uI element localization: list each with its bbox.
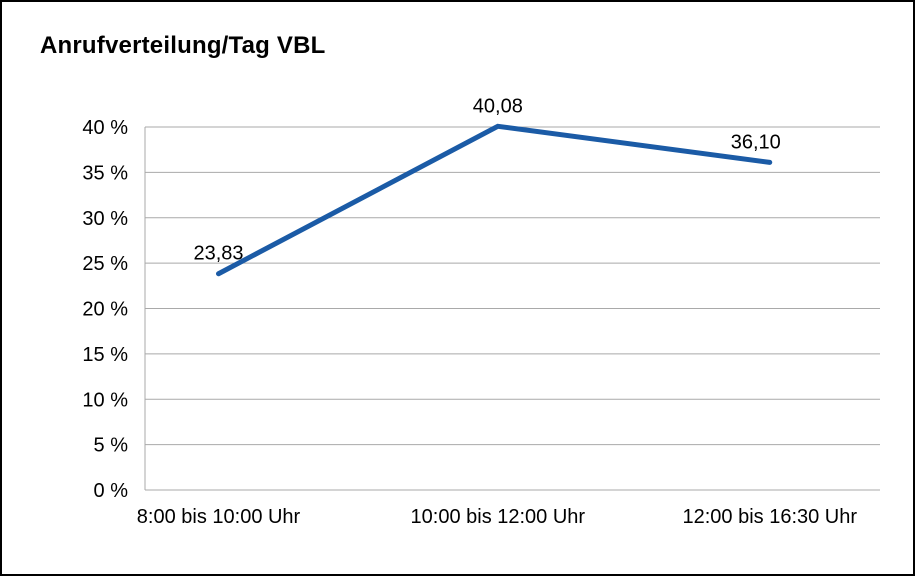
x-axis-tick-label: 8:00 bis 10:00 Uhr [137, 506, 301, 528]
y-axis-tick-label: 40 % [82, 117, 128, 139]
y-axis-tick-label: 35 % [82, 162, 128, 184]
y-axis-tick-label: 15 % [82, 344, 128, 366]
data-point-label: 36,10 [731, 131, 781, 153]
y-axis-tick-label: 10 % [82, 389, 128, 411]
y-axis-tick-label: 25 % [82, 253, 128, 275]
data-point-label: 40,08 [473, 95, 523, 117]
y-axis-tick-label: 30 % [82, 208, 128, 230]
y-axis-tick-label: 0 % [94, 480, 129, 502]
x-axis-tick-label: 12:00 bis 16:30 Uhr [682, 506, 857, 528]
chart-title: Anrufverteilung/Tag VBL [40, 32, 326, 59]
y-axis-tick-label: 5 % [94, 435, 129, 457]
x-axis-tick-label: 10:00 bis 12:00 Uhr [411, 506, 586, 528]
data-point-label: 23,83 [193, 243, 243, 265]
y-axis-tick-label: 20 % [82, 299, 128, 321]
series-line [216, 123, 773, 277]
